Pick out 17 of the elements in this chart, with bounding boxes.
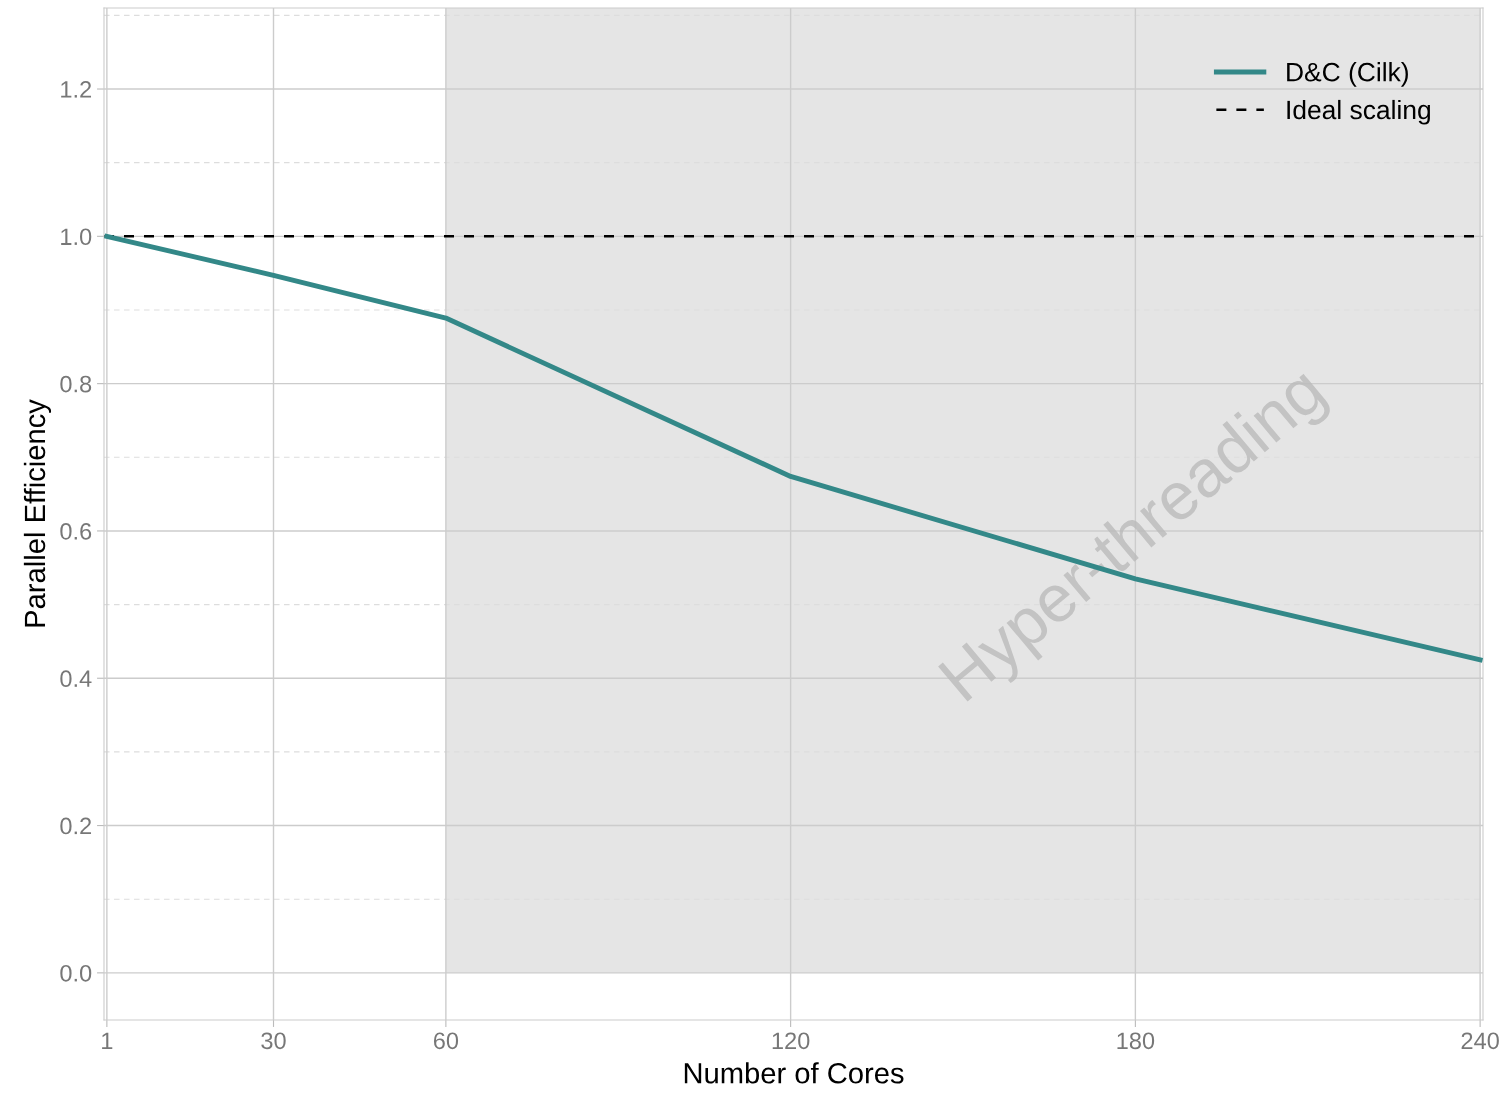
x-tick-label: 180 — [1117, 1032, 1155, 1050]
y-tick-label: 1.2 — [61, 81, 92, 98]
legend-label: D&C (Cilk) — [1287, 62, 1408, 87]
x-tick-label: 240 — [1461, 1032, 1499, 1050]
x-tick-label: 60 — [433, 1032, 459, 1050]
y-tick-label: 0.8 — [60, 375, 92, 393]
x-tick-label: 30 — [261, 1032, 286, 1050]
x-tick-label: 120 — [772, 1032, 810, 1050]
y-tick-label: 0.6 — [60, 523, 92, 540]
y-axis-title: Parallel Efficiency — [23, 399, 52, 627]
legend-label: Ideal scaling — [1287, 99, 1430, 125]
y-tick-label: 1.0 — [61, 228, 92, 246]
x-tick-label: 1 — [102, 1032, 113, 1049]
y-tick-label: 0.0 — [60, 964, 92, 982]
y-tick-label: 0.2 — [60, 817, 92, 835]
x-axis-title: Number of Cores — [684, 1062, 904, 1084]
y-tick-label: 0.4 — [60, 670, 92, 688]
